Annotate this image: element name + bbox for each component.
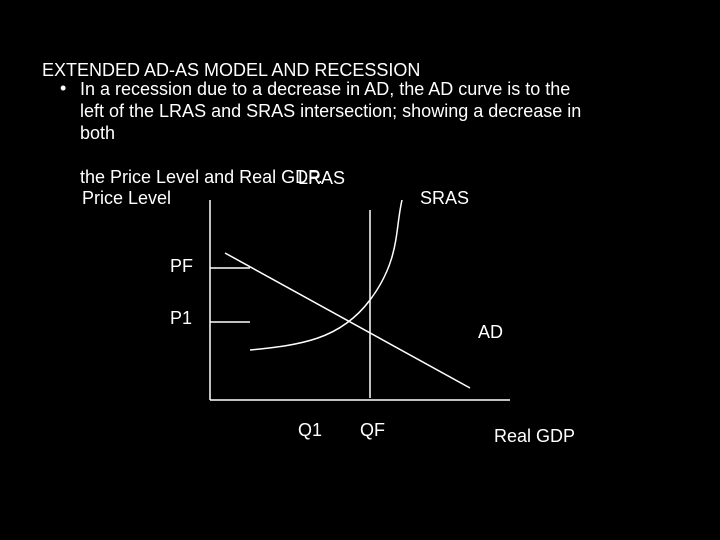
bullet-line-1: In a recession due to a decrease in AD, …	[80, 78, 570, 101]
ad-as-chart	[190, 190, 530, 420]
bullet-line-2: left of the LRAS and SRAS intersection; …	[80, 100, 581, 123]
bullet-line-4: the Price Level and Real GDP.	[80, 166, 323, 189]
label-price-level: Price Level	[82, 188, 171, 209]
label-real-gdp: Real GDP	[494, 426, 575, 447]
bullet-line-3: both	[80, 122, 115, 145]
label-lras: LRAS	[298, 168, 345, 189]
label-p1: P1	[170, 308, 192, 329]
label-q1: Q1	[298, 420, 322, 441]
label-qf: QF	[360, 420, 385, 441]
sras-curve	[250, 200, 402, 350]
bullet-marker: •	[60, 78, 66, 99]
ad-line	[225, 253, 470, 388]
